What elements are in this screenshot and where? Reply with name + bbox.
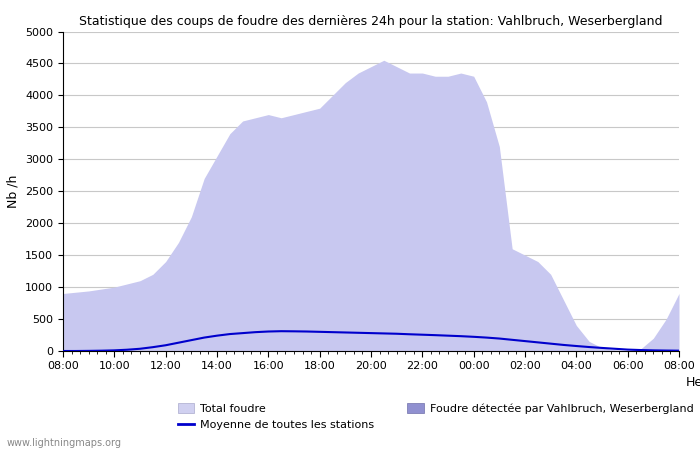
Y-axis label: Nb /h: Nb /h — [6, 175, 20, 208]
Title: Statistique des coups de foudre des dernières 24h pour la station: Vahlbruch, We: Statistique des coups de foudre des dern… — [79, 14, 663, 27]
Legend: Total foudre, Moyenne de toutes les stations, Foudre détectée par Vahlbruch, Wes: Total foudre, Moyenne de toutes les stat… — [174, 399, 698, 435]
Text: Heure: Heure — [686, 376, 700, 389]
Text: www.lightningmaps.org: www.lightningmaps.org — [7, 438, 122, 448]
